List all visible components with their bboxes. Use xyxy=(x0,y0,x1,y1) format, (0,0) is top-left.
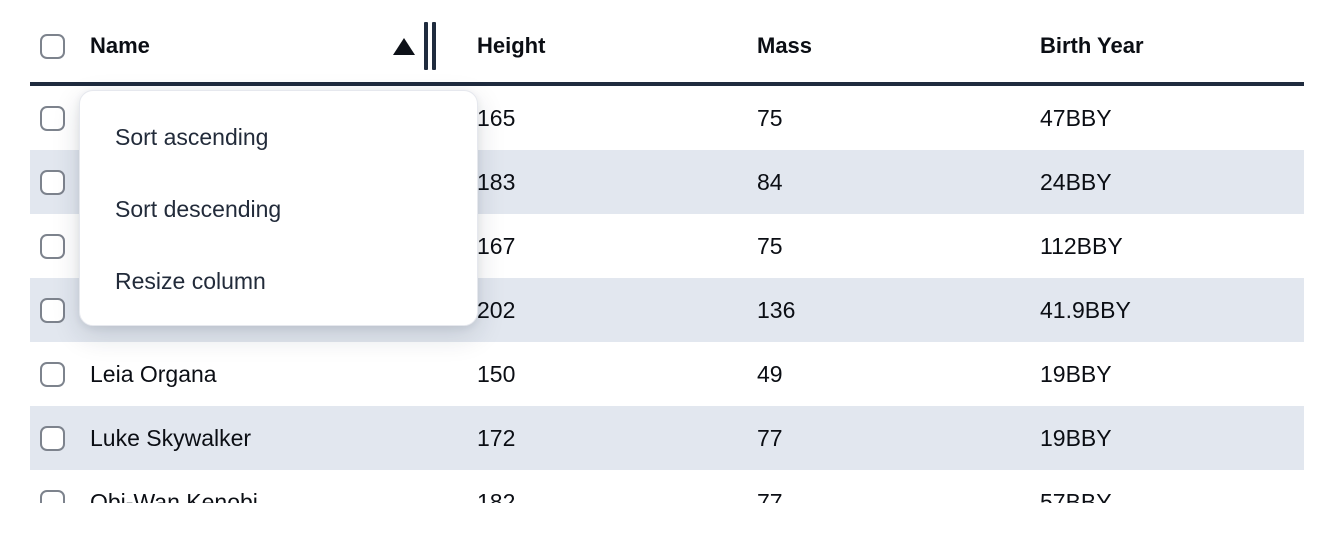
row-select-cell xyxy=(30,278,90,342)
birth-year-cell: 41.9BBY xyxy=(1040,296,1131,323)
height-cell: 183 xyxy=(477,168,516,195)
height-cell: 165 xyxy=(477,104,516,131)
row-checkbox[interactable] xyxy=(40,425,65,451)
row-checkbox[interactable] xyxy=(40,105,65,131)
column-header-name[interactable]: Name xyxy=(90,10,477,82)
column-context-menu: Sort ascending Sort descending Resize co… xyxy=(79,90,478,326)
column-header-height[interactable]: Height xyxy=(477,33,546,58)
name-cell: Leia Organa xyxy=(90,360,217,387)
mass-cell: 136 xyxy=(757,296,796,323)
birth-year-cell: 19BBY xyxy=(1040,360,1112,387)
mass-cell: 84 xyxy=(757,168,783,195)
menu-item-resize-column[interactable]: Resize column xyxy=(115,267,266,294)
column-header-label: Name xyxy=(90,33,150,58)
birth-year-cell: 112BBY xyxy=(1040,232,1123,259)
height-cell: 202 xyxy=(477,296,516,323)
row-checkbox[interactable] xyxy=(40,297,65,323)
height-cell: 167 xyxy=(477,232,516,259)
name-cell: Luke Skywalker xyxy=(90,424,252,451)
sort-ascending-icon xyxy=(393,38,415,55)
select-all-cell xyxy=(30,10,90,82)
mass-cell: 75 xyxy=(757,232,783,259)
table-row: Leia Organa 150 49 19BBY xyxy=(30,342,1304,406)
row-select-cell xyxy=(30,86,90,150)
mass-cell: 75 xyxy=(757,104,783,131)
row-checkbox[interactable] xyxy=(40,489,65,503)
birth-year-cell: 47BBY xyxy=(1040,104,1112,131)
row-checkbox[interactable] xyxy=(40,169,65,195)
mass-cell: 77 xyxy=(757,488,783,504)
birth-year-cell: 57BBY xyxy=(1040,488,1112,504)
table-viewport: Name Height Mass Birth Year 165 75 47BBY… xyxy=(30,0,1304,503)
birth-year-cell: 19BBY xyxy=(1040,424,1112,451)
column-header-birth-year[interactable]: Birth Year xyxy=(1040,33,1144,58)
row-select-cell xyxy=(30,470,90,503)
menu-item-sort-descending[interactable]: Sort descending xyxy=(115,195,282,222)
menu-item-sort-ascending[interactable]: Sort ascending xyxy=(115,123,269,150)
row-checkbox[interactable] xyxy=(40,361,65,387)
column-header-mass[interactable]: Mass xyxy=(757,33,813,58)
column-resize-handle[interactable] xyxy=(424,22,436,70)
height-cell: 182 xyxy=(477,488,516,504)
resize-bar-icon xyxy=(424,22,428,70)
row-select-cell xyxy=(30,406,90,470)
mass-cell: 49 xyxy=(757,360,783,387)
resize-bar-icon xyxy=(432,22,436,70)
table-header-row: Name Height Mass Birth Year xyxy=(30,0,1304,86)
name-cell: Obi-Wan Kenobi xyxy=(90,488,258,504)
height-cell: 150 xyxy=(477,360,516,387)
row-select-cell xyxy=(30,150,90,214)
height-cell: 172 xyxy=(477,424,516,451)
table-row: Obi-Wan Kenobi 182 77 57BBY xyxy=(30,470,1304,503)
row-checkbox[interactable] xyxy=(40,233,65,259)
birth-year-cell: 24BBY xyxy=(1040,168,1112,195)
row-select-cell xyxy=(30,342,90,406)
row-select-cell xyxy=(30,214,90,278)
table-row: Luke Skywalker 172 77 19BBY xyxy=(30,406,1304,470)
select-all-checkbox[interactable] xyxy=(40,33,65,59)
mass-cell: 77 xyxy=(757,424,783,451)
